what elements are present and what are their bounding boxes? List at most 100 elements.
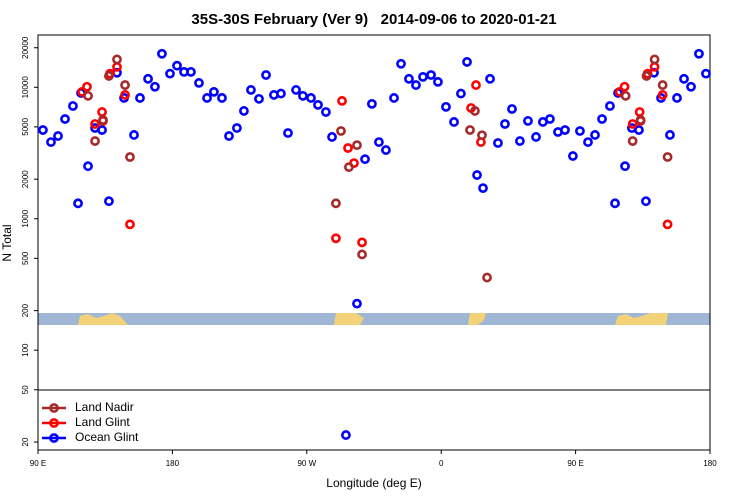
point — [583, 137, 593, 147]
point — [575, 126, 585, 136]
point — [120, 80, 130, 90]
point — [172, 60, 182, 71]
point — [327, 132, 337, 142]
series — [83, 54, 673, 283]
point — [662, 219, 673, 230]
point — [276, 88, 286, 99]
point — [336, 126, 346, 136]
point — [462, 57, 472, 67]
x-tick-label: 90 W — [297, 459, 316, 468]
y-tick-label: 20 — [21, 437, 30, 446]
point — [627, 119, 638, 129]
point — [157, 48, 167, 59]
map-strip — [38, 313, 710, 325]
point — [694, 48, 704, 59]
legend-label: Land Glint — [75, 415, 130, 429]
point — [477, 130, 487, 141]
point — [679, 73, 689, 84]
point — [129, 130, 139, 140]
point — [82, 81, 92, 92]
point — [97, 125, 107, 135]
x-tick-label: 0 — [439, 459, 444, 468]
point — [246, 85, 256, 95]
point — [298, 90, 308, 101]
point — [194, 78, 204, 88]
point — [306, 93, 316, 103]
y-tick-label: 5000 — [21, 117, 30, 135]
point — [331, 233, 341, 244]
point — [53, 131, 63, 141]
x-axis-label: Longitude (deg E) — [326, 476, 421, 490]
series — [38, 48, 711, 440]
point — [291, 85, 301, 95]
point — [627, 136, 638, 146]
point — [352, 298, 362, 309]
y-tick-label: 100 — [21, 343, 30, 357]
point — [357, 237, 367, 248]
y-tick-label: 20000 — [21, 36, 30, 59]
point — [441, 101, 451, 112]
point — [672, 93, 682, 103]
point — [686, 81, 696, 92]
point — [396, 58, 406, 69]
chart-title: 35S-30S February (Ver 9) 2014-09-06 to 2… — [191, 11, 556, 28]
point — [597, 114, 607, 124]
point — [202, 93, 212, 103]
land — [334, 313, 364, 325]
point — [112, 54, 122, 65]
point — [90, 119, 100, 129]
point — [68, 101, 78, 111]
point — [514, 136, 525, 146]
point — [60, 114, 70, 124]
point — [46, 137, 56, 147]
point — [224, 131, 234, 141]
point — [568, 151, 578, 161]
point — [500, 119, 510, 129]
point — [367, 98, 377, 109]
plot-frame — [37, 34, 711, 451]
point — [389, 93, 399, 103]
point — [590, 130, 600, 140]
point — [344, 162, 354, 173]
point — [433, 76, 443, 87]
legend-label: Land Nadir — [75, 400, 134, 414]
point — [657, 90, 668, 100]
point — [662, 152, 673, 162]
point — [98, 115, 108, 125]
point — [337, 96, 347, 106]
point — [217, 93, 227, 103]
land — [468, 313, 486, 325]
point — [649, 54, 660, 65]
point — [125, 152, 135, 162]
point — [313, 99, 323, 110]
point — [523, 116, 533, 126]
x-tick-label: 90 E — [567, 459, 583, 468]
point — [90, 136, 100, 146]
point — [634, 125, 644, 135]
point — [381, 145, 391, 155]
point — [635, 115, 646, 125]
point — [283, 128, 293, 138]
point — [83, 90, 93, 101]
point — [641, 71, 652, 81]
point — [135, 93, 145, 103]
point — [165, 68, 175, 79]
point — [120, 90, 130, 100]
point — [507, 104, 517, 114]
point — [482, 272, 492, 283]
point — [665, 130, 675, 140]
land — [615, 313, 668, 325]
point — [619, 81, 630, 92]
land — [78, 313, 128, 325]
y-tick-label: 50 — [21, 385, 30, 394]
point — [531, 132, 541, 142]
y-tick-label: 2000 — [21, 170, 30, 188]
point — [456, 88, 466, 99]
point — [261, 70, 271, 80]
point — [426, 70, 436, 80]
point — [360, 154, 370, 165]
point — [465, 125, 475, 135]
point — [143, 73, 153, 84]
